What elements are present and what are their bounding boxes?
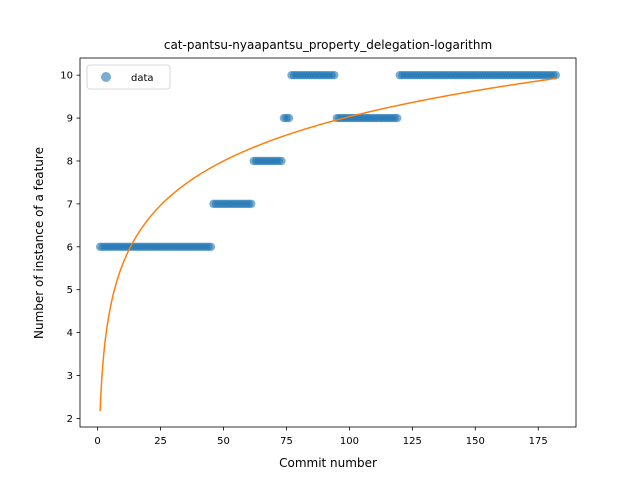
x-tick-label: 50: [217, 436, 230, 447]
data-point: [393, 113, 402, 123]
x-tick-label: 75: [280, 436, 293, 447]
x-tick-label: 0: [94, 436, 100, 447]
y-tick-label: 9: [67, 114, 73, 125]
legend-box: [86, 64, 171, 90]
axes-frame: [79, 57, 577, 428]
data-point: [206, 242, 216, 251]
y-tick-label: 4: [67, 328, 73, 339]
y-tick-label: 10: [60, 71, 73, 82]
x-axis: 0 25 50 75 100 125 150 175: [94, 427, 548, 447]
y-tick-label: 8: [67, 156, 73, 167]
x-tick-label: 125: [403, 436, 422, 447]
x-tick-label: 25: [154, 436, 167, 447]
chart-title: cat-pantsu-nyaapantsu_property_delegatio…: [164, 38, 492, 52]
x-tick-label: 100: [340, 436, 359, 447]
data-point: [284, 113, 294, 123]
x-axis-label: Commit number: [279, 456, 377, 470]
y-tick-label: 6: [67, 242, 73, 253]
x-tick-label: 175: [529, 436, 548, 447]
y-tick-label: 3: [67, 371, 73, 382]
x-tick-label: 150: [466, 436, 485, 447]
y-axis: 2 3 4 5 6 7 8 9 10: [60, 71, 80, 425]
y-tick-label: 2: [67, 414, 73, 425]
data-point: [551, 70, 561, 80]
data-point: [330, 70, 339, 80]
y-axis-label: Number of instance of a feature: [32, 147, 46, 339]
data-point: [277, 156, 286, 166]
y-tick-label: 5: [67, 285, 73, 296]
data-point: [247, 199, 256, 209]
legend-label-data: data: [131, 73, 154, 84]
plot-area: [95, 70, 561, 412]
y-tick-label: 7: [67, 199, 73, 210]
legend-marker-data: [101, 72, 111, 82]
legend: data: [86, 64, 171, 90]
fit-line: [99, 77, 556, 412]
